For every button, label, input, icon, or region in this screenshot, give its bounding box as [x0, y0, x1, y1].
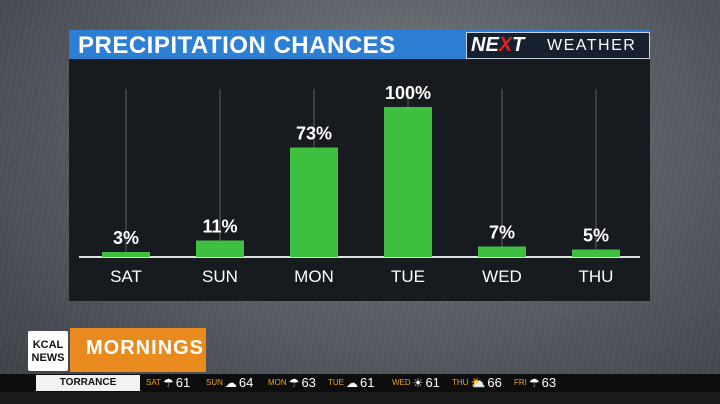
bar-thu [572, 249, 620, 257]
bar-sun [196, 240, 244, 257]
forecast-item-sun: SUN ☁ 64 [206, 374, 253, 392]
bar-mon [290, 147, 338, 257]
ticker-city: TORRANCE [36, 375, 140, 391]
forecast-temp: 66 [487, 375, 502, 390]
bar-value-label-sat: 3% [113, 228, 139, 248]
forecast-item-tue: TUE ☁ 61 [328, 374, 374, 392]
partly-cloudy-icon: ⛅ [470, 376, 486, 390]
forecast-day: FRI [514, 378, 527, 387]
forecast-item-fri: FRI ☂ 63 [514, 374, 556, 392]
forecast-day: WED [392, 378, 411, 387]
bar-value-label-sun: 11% [202, 217, 237, 237]
cloud-icon: ☁ [346, 376, 358, 390]
logo-line-2: NEWS [31, 352, 65, 364]
bar-sat [102, 252, 150, 257]
forecast-day: SAT [146, 378, 161, 387]
show-title: MORNINGS [86, 337, 204, 359]
forecast-item-wed: WED ☀ 61 [392, 374, 440, 392]
rain-icon: ☂ [528, 376, 540, 390]
forecast-temp: 61 [425, 375, 440, 390]
kcal-news-logo: KCAL NEWS [28, 331, 68, 371]
cloud-icon: ☁ [224, 376, 237, 390]
brand-next: NEXT [471, 34, 525, 56]
show-banner: MORNINGS [70, 328, 206, 372]
forecast-temp: 61 [360, 375, 375, 390]
bar-value-label-thu: 5% [583, 226, 609, 246]
rain-icon: ☂ [162, 376, 174, 390]
bar-value-label-mon: 73% [296, 124, 332, 144]
chart-title: PRECIPITATION CHANCES [78, 32, 396, 59]
category-label-mon: MON [294, 267, 334, 286]
forecast-day: MON [268, 378, 287, 387]
forecast-day: TUE [328, 378, 344, 387]
precipitation-chart: 3% SAT 11% SUN 73% MON 100% TUE 7% WED 5% THU [79, 83, 640, 286]
bottom-strip [0, 392, 720, 404]
bar-wed [478, 246, 526, 257]
forecast-item-mon: MON ☂ 63 [268, 374, 316, 392]
chart-panel [69, 59, 650, 301]
bar-value-label-tue: 100% [385, 83, 431, 103]
forecast-day: THU [452, 378, 469, 387]
forecast-temp: 61 [175, 375, 191, 390]
category-label-sat: SAT [110, 267, 142, 286]
weather-ticker: TORRANCE SAT ☂ 61 SUN ☁ 64 MON ☂ 63 TUE ☁ 61 WED ☀ 61 T… [0, 374, 720, 392]
forecast-item-sat: SAT ☂ 61 [146, 374, 190, 392]
brand-weather: WEATHER [547, 37, 637, 54]
category-label-thu: THU [579, 267, 614, 286]
logo-line-1: KCAL [32, 339, 64, 351]
rain-icon: ☂ [288, 376, 300, 390]
next-weather-logo: NEXT WEATHER [466, 32, 650, 59]
bar-tue [384, 107, 432, 257]
forecast-item-thu: THU ⛅ 66 [452, 374, 502, 392]
forecast-temp: 63 [301, 375, 316, 390]
sun-icon: ☀ [412, 376, 424, 390]
category-label-tue: TUE [391, 267, 425, 286]
category-label-wed: WED [482, 267, 522, 286]
forecast-temp: 64 [238, 375, 254, 390]
bar-value-label-wed: 7% [489, 223, 515, 243]
forecast-temp: 63 [541, 375, 557, 390]
category-label-sun: SUN [202, 267, 238, 286]
forecast-day: SUN [206, 378, 223, 387]
